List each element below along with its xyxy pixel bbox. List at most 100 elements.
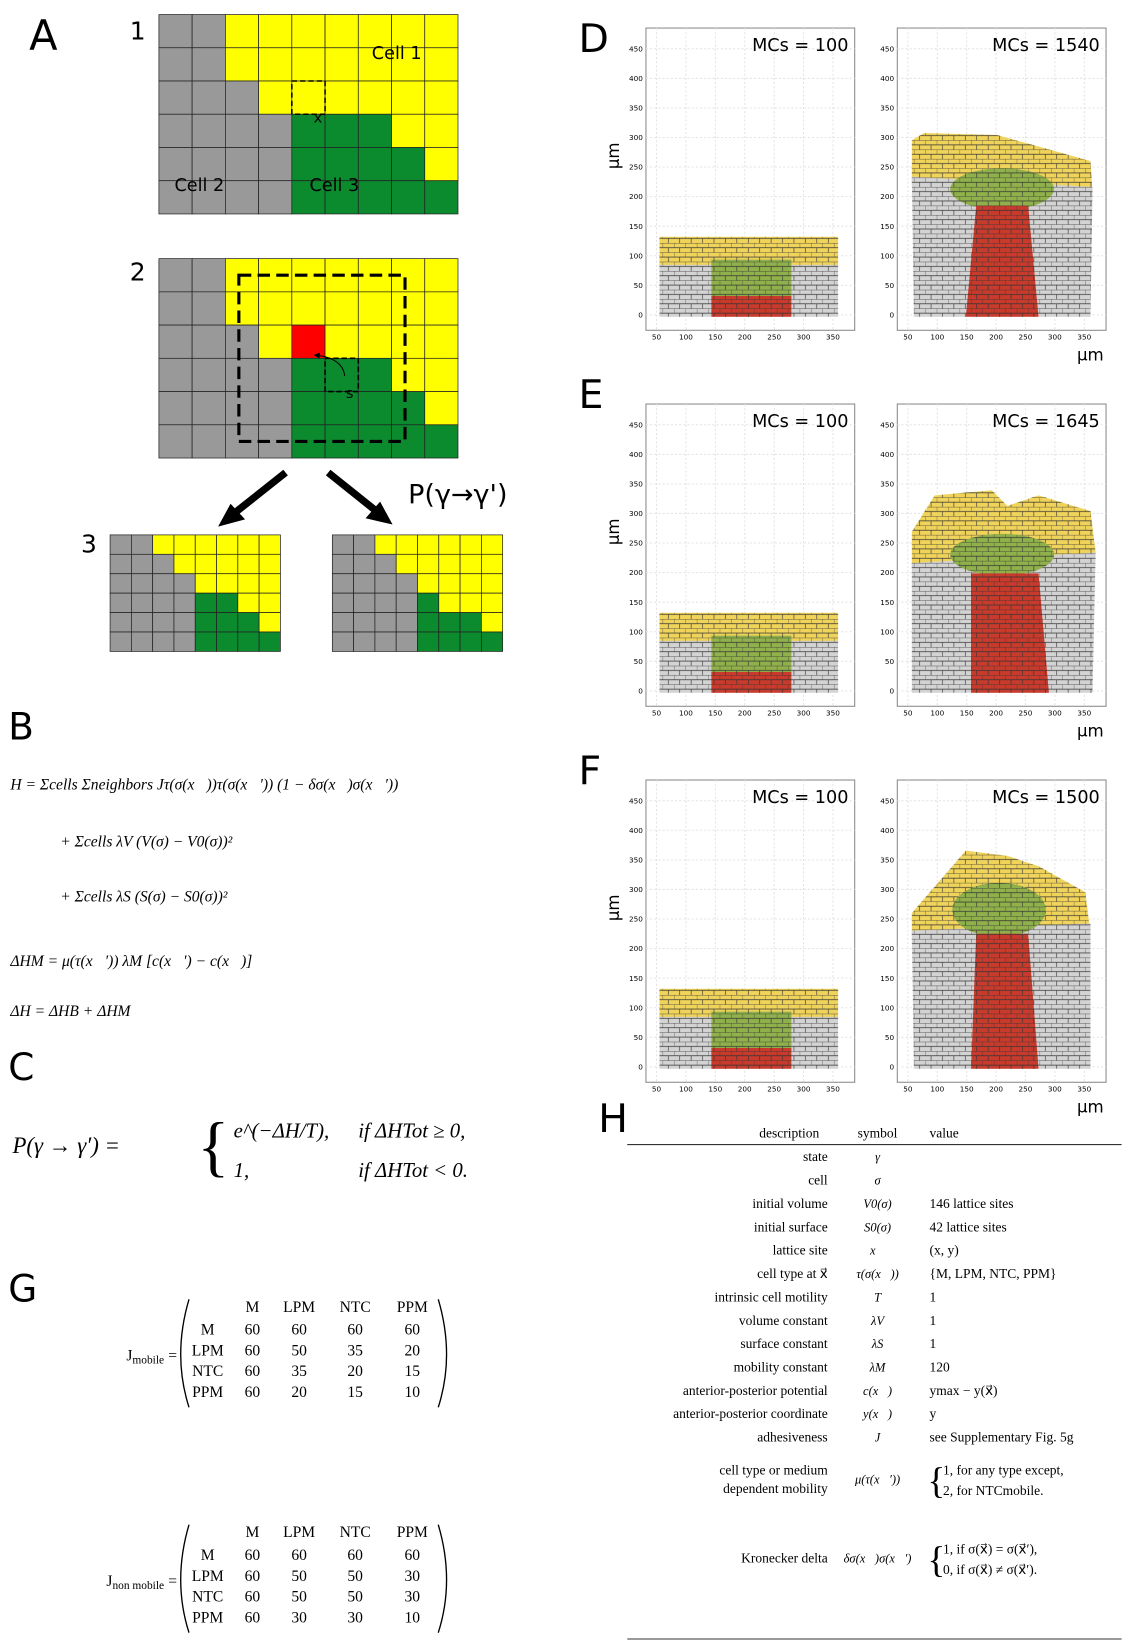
lattice-site xyxy=(191,324,226,359)
site-label: s xyxy=(346,386,354,402)
lattice-site xyxy=(391,391,426,426)
x-tick-label: 250 xyxy=(767,333,781,342)
lattice-site xyxy=(417,553,440,575)
arrow-head xyxy=(365,501,393,525)
table-cell-symbol: J xyxy=(875,1431,882,1445)
lattice-site xyxy=(324,14,359,49)
lattice-site xyxy=(109,573,132,594)
table-cell-value: 1, for any type except, xyxy=(943,1462,1064,1477)
lattice-site xyxy=(391,324,426,359)
source-site-outline xyxy=(324,357,360,393)
lattice-site xyxy=(374,631,397,652)
table-cell-symbol: V0(σ) xyxy=(863,1197,891,1211)
x-tick-label: 200 xyxy=(989,1085,1003,1094)
matrix-cell: 60 xyxy=(245,1322,261,1339)
lattice-site xyxy=(459,573,482,594)
y-tick-label: 250 xyxy=(880,915,894,924)
y-tick-label: 450 xyxy=(880,796,894,805)
lattice-site xyxy=(291,291,326,326)
y-tick-label: 150 xyxy=(629,222,643,231)
lattice-site xyxy=(224,147,259,182)
lattice-site xyxy=(258,113,293,148)
x-tick-label: 150 xyxy=(708,333,722,342)
x-tick-label: 100 xyxy=(679,1085,693,1094)
x-tick-label: 300 xyxy=(1048,709,1062,718)
lattice-site xyxy=(258,147,293,182)
target-site-outline xyxy=(291,80,326,116)
tissue-region xyxy=(659,988,839,1020)
lattice-site xyxy=(374,534,397,555)
lattice-site xyxy=(258,291,293,326)
x-tick-label: 100 xyxy=(930,709,944,718)
lattice-site xyxy=(258,592,281,613)
lattice-site xyxy=(438,612,461,633)
x-tick-label: 50 xyxy=(903,709,913,718)
lattice-site xyxy=(417,592,440,613)
lattice-site xyxy=(395,573,418,594)
plot-title: MCs = 100 xyxy=(752,36,848,56)
step-label: 2 xyxy=(130,257,146,286)
tissue-region xyxy=(971,573,1049,693)
lattice-site xyxy=(424,391,459,426)
lattice-site xyxy=(224,391,259,426)
y-axis-label: µm xyxy=(604,894,623,921)
y-tick-label: 150 xyxy=(880,598,894,607)
lattice-site xyxy=(109,592,132,613)
table-cell-description: cell type at x⃗ xyxy=(757,1266,828,1281)
lattice-site xyxy=(424,113,459,148)
lattice-site xyxy=(194,534,217,555)
cell-label: Cell 3 xyxy=(309,176,359,196)
lattice-site xyxy=(191,424,226,459)
table-cell-value: 120 xyxy=(929,1360,949,1375)
table-cell-symbol: γ xyxy=(875,1150,881,1164)
matrix-row-label: PPM xyxy=(192,1384,223,1401)
lattice-site xyxy=(424,258,459,293)
lattice-site xyxy=(158,14,193,49)
lattice-site xyxy=(191,47,226,82)
lattice-site xyxy=(391,147,426,182)
y-tick-label: 200 xyxy=(629,192,643,201)
y-tick-label: 0 xyxy=(638,311,643,320)
lattice-site xyxy=(191,291,226,326)
lattice-site xyxy=(237,592,260,613)
lattice-site xyxy=(424,47,459,82)
lattice-site xyxy=(291,14,326,49)
lattice-site xyxy=(158,180,193,215)
panel-label: C xyxy=(8,1045,34,1089)
lattice-site xyxy=(291,391,326,426)
lattice-site xyxy=(353,612,376,633)
y-tick-label: 50 xyxy=(885,281,895,290)
y-tick-label: 150 xyxy=(629,974,643,983)
table-cell-description: mobility constant xyxy=(734,1360,828,1375)
lattice-site xyxy=(459,553,482,575)
case-condition: if ΔHTot < 0. xyxy=(358,1159,468,1182)
y-tick-label: 100 xyxy=(880,251,894,260)
tissue-region xyxy=(659,612,839,644)
lattice-site xyxy=(374,553,397,575)
matrix-cell: 30 xyxy=(405,1568,421,1585)
lattice-site xyxy=(480,612,504,633)
matrix-column: LPM xyxy=(283,1524,315,1541)
table-cell-symbol: δσ(x⃗)σ(x⃗′) xyxy=(844,1552,912,1566)
case-condition: if ΔHTot ≥ 0, xyxy=(358,1119,465,1142)
x-tick-label: 200 xyxy=(989,333,1003,342)
lattice-site xyxy=(424,291,459,326)
lattice-site xyxy=(331,612,354,633)
lattice-site xyxy=(353,534,376,555)
x-tick-label: 100 xyxy=(930,333,944,342)
table-cell-description: surface constant xyxy=(740,1336,828,1351)
x-tick-label: 200 xyxy=(738,333,752,342)
table-cell-value: 1 xyxy=(929,1336,936,1351)
lattice-site xyxy=(324,180,359,215)
table-cell-description: initial surface xyxy=(754,1219,828,1234)
layout xyxy=(218,469,1122,1640)
lattice-site xyxy=(258,80,293,115)
table-cell-description: Kronecker delta xyxy=(741,1551,828,1566)
y-tick-label: 450 xyxy=(880,44,894,53)
x-tick-label: 300 xyxy=(797,1085,811,1094)
lattice-site xyxy=(331,534,354,555)
lattice-site xyxy=(131,592,154,613)
plot-title: MCs = 1500 xyxy=(992,788,1100,808)
tissue-region xyxy=(950,168,1055,210)
lattice-site xyxy=(152,553,175,575)
